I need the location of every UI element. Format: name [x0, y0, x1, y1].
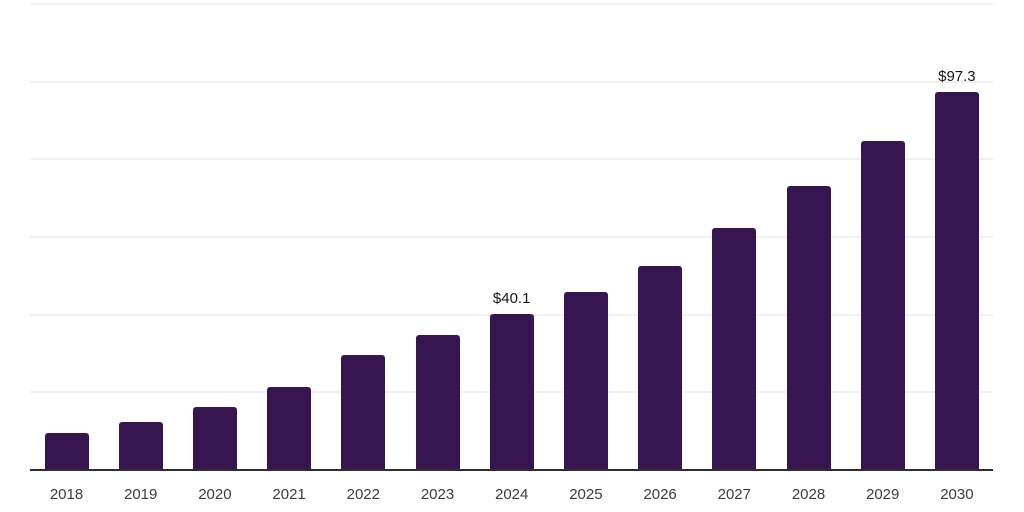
bar-2028 — [786, 186, 831, 470]
x-tick-2019: 2019 — [124, 486, 158, 503]
bar-2020 — [192, 407, 237, 470]
bar-2029 — [860, 141, 905, 470]
gridline-80 — [30, 158, 993, 161]
bar-2021 — [267, 386, 312, 470]
bar-2026 — [638, 266, 683, 470]
gridline-120 — [30, 3, 993, 5]
x-tick-2030: 2030 — [940, 486, 974, 503]
bar-2022 — [341, 355, 386, 470]
bar-2025 — [563, 292, 608, 470]
x-tick-2025: 2025 — [569, 486, 603, 503]
bar-2019 — [118, 421, 163, 470]
bar-2030 — [934, 92, 979, 470]
x-tick-2022: 2022 — [346, 486, 380, 503]
x-tick-2026: 2026 — [643, 486, 677, 503]
bar-2018 — [44, 433, 89, 470]
bar-2023 — [415, 334, 460, 470]
x-tick-2024: 2024 — [495, 486, 529, 503]
gridline-60 — [30, 236, 993, 238]
x-tick-2021: 2021 — [272, 486, 306, 503]
data-label-2030: $97.3 — [938, 68, 976, 86]
x-tick-2018: 2018 — [49, 486, 84, 503]
x-tick-2027: 2027 — [717, 486, 751, 503]
x-tick-2023: 2023 — [420, 486, 455, 503]
x-tick-2029: 2029 — [866, 486, 900, 503]
bar-2024 — [489, 314, 534, 470]
gridline-100 — [30, 80, 993, 83]
x-axis-line — [30, 469, 993, 471]
x-tick-2020: 2020 — [198, 486, 232, 503]
x-tick-2028: 2028 — [791, 486, 826, 503]
bar-2027 — [712, 228, 757, 470]
data-label-2024: $40.1 — [492, 290, 531, 308]
